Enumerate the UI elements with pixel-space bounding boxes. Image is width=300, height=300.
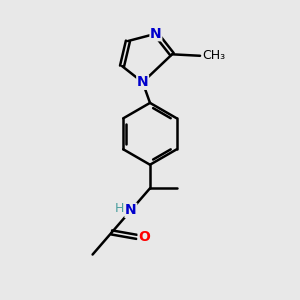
Text: O: O xyxy=(138,230,150,244)
Text: N: N xyxy=(137,75,148,89)
Text: N: N xyxy=(125,203,137,218)
Text: H: H xyxy=(115,202,124,215)
Text: N: N xyxy=(150,27,162,41)
Text: CH₃: CH₃ xyxy=(202,49,226,62)
